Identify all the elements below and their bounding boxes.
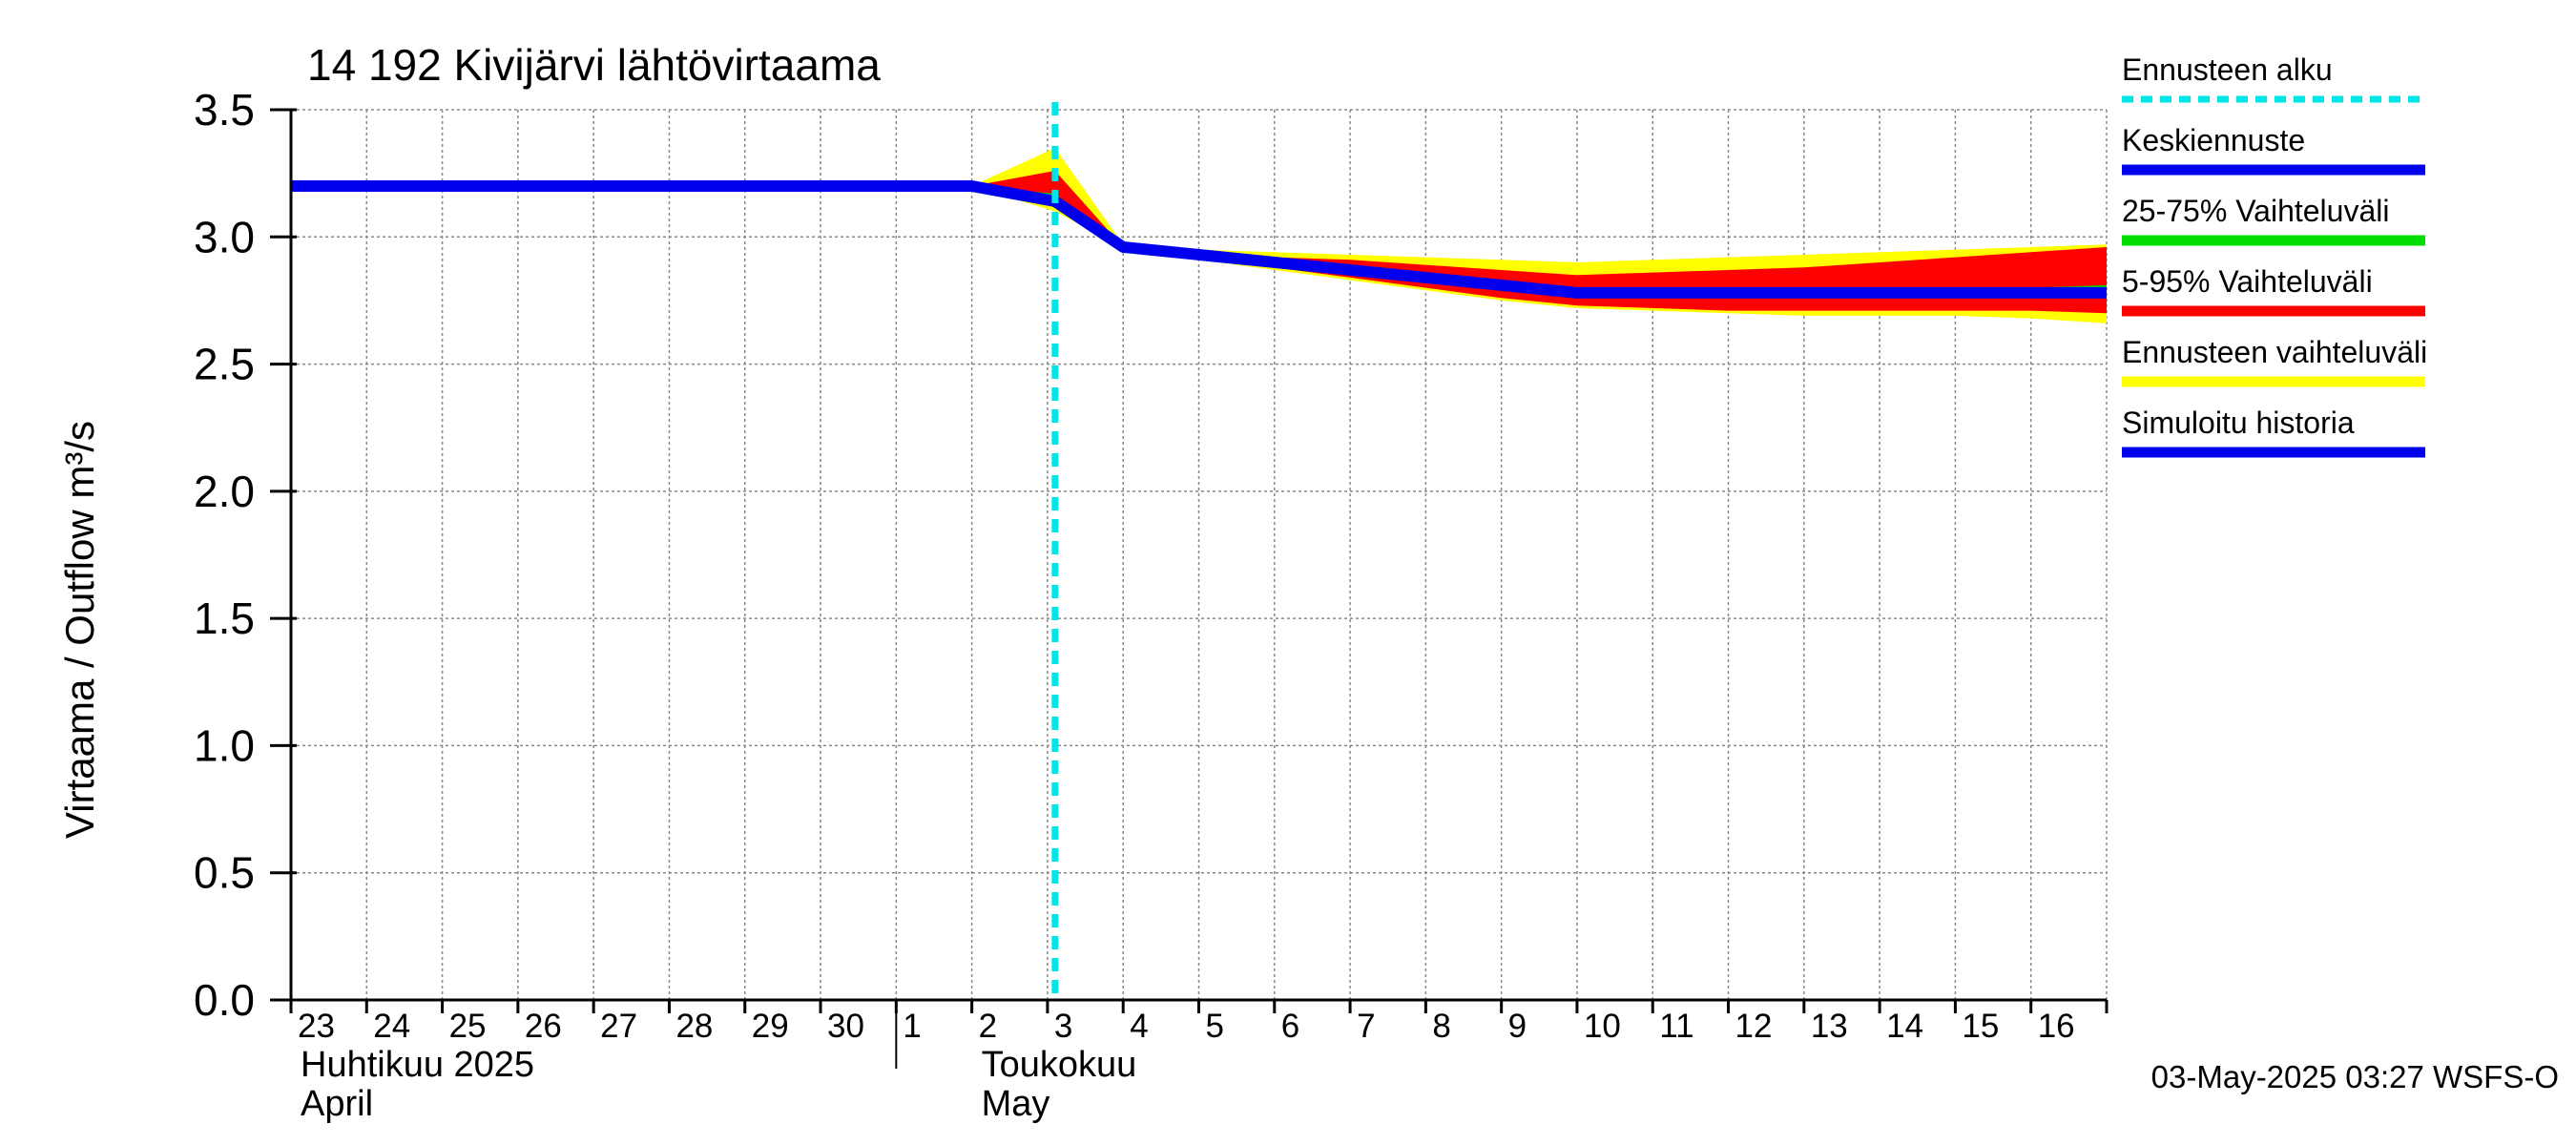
line-keskiennuste — [1051, 196, 2107, 299]
y-tick-label: 2.0 — [194, 467, 255, 516]
footer-timestamp: 03-May-2025 03:27 WSFS-O — [2151, 1059, 2559, 1094]
x-tick-label: 4 — [1130, 1008, 1148, 1045]
x-tick-label: 8 — [1432, 1008, 1450, 1045]
band-5-95-vaihteluv-li — [971, 170, 2107, 314]
x-tick-label: 15 — [1962, 1008, 1999, 1045]
legend: Ennusteen alku Keskiennuste 25-75% Vaihtel… — [2122, 52, 2427, 458]
x-tick-label: 3 — [1054, 1008, 1072, 1045]
series-lines — [291, 102, 2107, 1000]
x-tick-label: 27 — [600, 1008, 637, 1045]
y-tick-label: 0.0 — [194, 975, 255, 1025]
month-label-en: April — [301, 1084, 373, 1124]
axes: 0.00.51.01.52.02.53.03.523 24 25 26 27 28 29 30… — [194, 85, 2109, 1124]
x-tick-label: 25 — [449, 1008, 487, 1045]
y-tick-label: 1.5 — [194, 593, 255, 643]
legend-label: Simuloitu historia — [2122, 406, 2355, 440]
legend-label: Ennusteen vaihteluväli — [2122, 335, 2427, 369]
line-simuloitu-historia — [291, 179, 1056, 207]
y-tick-label: 2.5 — [194, 340, 255, 389]
x-tick-label: 23 — [298, 1008, 335, 1045]
month-label-en: May — [982, 1084, 1050, 1124]
chart-title: 14 192 Kivijärvi lähtövirtaama — [307, 40, 881, 90]
x-tick-label: 26 — [525, 1008, 562, 1045]
x-tick-label: 10 — [1584, 1008, 1621, 1045]
x-tick-label: 16 — [2038, 1008, 2075, 1045]
x-tick-label: 11 — [1659, 1008, 1693, 1045]
y-axis-label: Virtaama / Outflow m³/s — [57, 421, 102, 839]
grid — [291, 109, 2108, 1000]
legend-label: Ennusteen alku — [2122, 52, 2333, 87]
y-tick-label: 3.5 — [194, 85, 255, 135]
x-tick-label: 30 — [827, 1008, 864, 1045]
x-tick-label: 9 — [1508, 1008, 1527, 1045]
month-label-fi: Huhtikuu 2025 — [301, 1045, 534, 1085]
forecast-bands — [971, 147, 2107, 323]
x-tick-label: 24 — [373, 1008, 410, 1045]
x-tick-label: 13 — [1811, 1008, 1848, 1045]
x-tick-label: 28 — [675, 1008, 713, 1045]
x-tick-label: 1 — [903, 1008, 921, 1045]
x-tick-label: 2 — [979, 1008, 997, 1045]
x-tick-label: 14 — [1886, 1008, 1923, 1045]
y-tick-label: 0.5 — [194, 848, 255, 898]
legend-label: 25-75% Vaihteluväli — [2122, 194, 2389, 228]
legend-label: Keskiennuste — [2122, 123, 2305, 157]
legend-label: 5-95% Vaihteluväli — [2122, 264, 2373, 299]
x-tick-label: 6 — [1281, 1008, 1299, 1045]
y-tick-label: 3.0 — [194, 212, 255, 261]
x-tick-label: 7 — [1357, 1008, 1375, 1045]
x-tick-label: 12 — [1735, 1008, 1773, 1045]
y-tick-label: 1.0 — [194, 720, 255, 770]
x-tick-label: 29 — [752, 1008, 789, 1045]
month-label-fi: Toukokuu — [982, 1045, 1137, 1085]
x-tick-label: 5 — [1206, 1008, 1224, 1045]
